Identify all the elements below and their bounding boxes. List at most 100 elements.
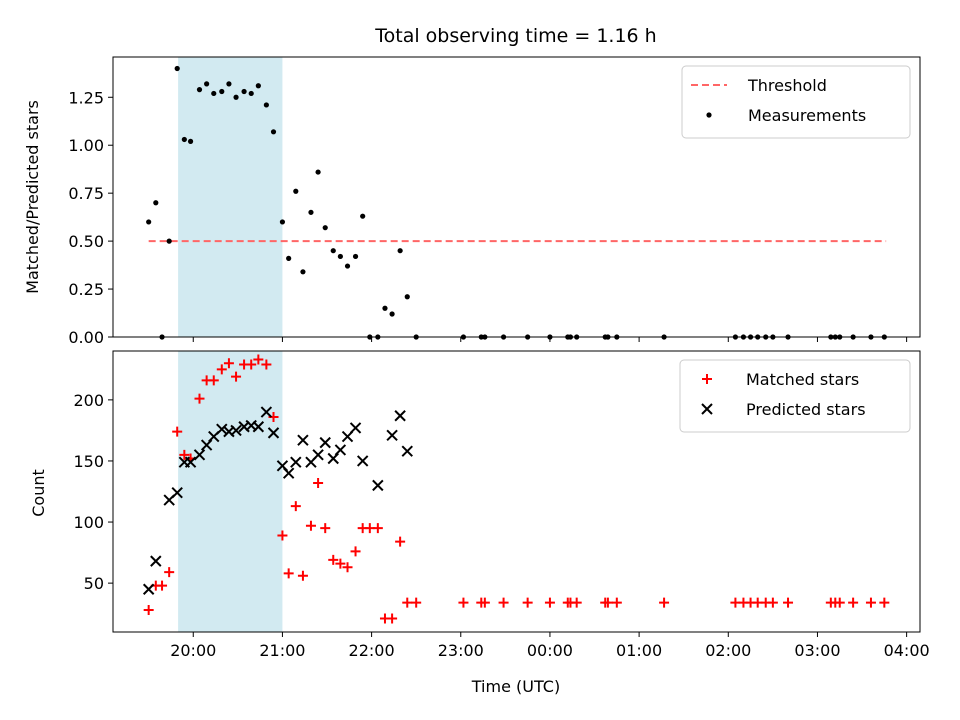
y-tick-label: 0.75 xyxy=(68,184,104,203)
data-point xyxy=(387,613,398,624)
data-point xyxy=(349,422,362,434)
data-point xyxy=(479,597,490,608)
data-point xyxy=(297,570,308,581)
data-point xyxy=(397,248,403,254)
data-point xyxy=(194,393,205,404)
data-point xyxy=(208,375,219,386)
x-tick-label: 20:00 xyxy=(170,641,216,660)
data-point xyxy=(216,364,227,375)
data-point xyxy=(282,467,295,479)
x-tick-label: 01:00 xyxy=(616,641,662,660)
data-point xyxy=(328,554,339,565)
data-point xyxy=(184,456,197,468)
data-point xyxy=(286,255,292,261)
data-point xyxy=(241,88,247,95)
x-tick-label: 02:00 xyxy=(705,641,751,660)
data-point xyxy=(834,597,845,608)
data-point xyxy=(865,597,876,608)
legend-marker xyxy=(706,112,712,118)
legend-marker xyxy=(701,403,713,415)
data-point xyxy=(330,248,336,254)
data-point xyxy=(350,546,361,557)
y-tick-label: 150 xyxy=(73,452,104,471)
legend: Matched stars Predicted stars xyxy=(679,359,911,433)
data-point xyxy=(611,597,622,608)
data-point xyxy=(293,188,299,194)
data-point xyxy=(322,225,328,231)
x-tick-label: 03:00 xyxy=(794,641,840,660)
x-tick-label: 21:00 xyxy=(259,641,305,660)
data-point xyxy=(297,434,309,446)
data-point xyxy=(394,410,406,422)
data-point xyxy=(389,311,395,317)
data-point xyxy=(312,449,324,461)
data-point xyxy=(263,102,269,108)
y-tick-label: 50 xyxy=(84,574,104,593)
y-tick-label: 1.25 xyxy=(68,88,104,107)
data-point xyxy=(204,81,210,87)
data-point xyxy=(153,200,159,206)
data-point xyxy=(187,138,194,144)
data-point xyxy=(255,83,261,89)
data-point xyxy=(290,501,301,512)
data-point xyxy=(290,456,302,468)
observing-span-highlight xyxy=(178,57,283,337)
x-axis-label: Time (UTC) xyxy=(471,677,560,696)
legend-box xyxy=(681,65,911,139)
data-point xyxy=(402,597,413,608)
data-point xyxy=(267,427,280,439)
data-point xyxy=(300,269,306,275)
data-point xyxy=(193,449,206,461)
data-point xyxy=(172,426,183,437)
data-point xyxy=(230,424,242,437)
x-tick-label: 22:00 xyxy=(349,641,395,660)
data-point xyxy=(337,253,343,260)
legend-box xyxy=(679,359,911,433)
bottom-y-axis-label: Count xyxy=(29,469,48,517)
data-point xyxy=(253,354,264,365)
data-point xyxy=(356,455,369,467)
y-tick-label: 0.25 xyxy=(68,280,104,299)
data-point xyxy=(248,90,254,97)
observing-span-highlight xyxy=(178,351,283,632)
data-point xyxy=(602,597,613,608)
axes-frame xyxy=(112,350,921,633)
data-point xyxy=(216,423,228,435)
data-point xyxy=(223,358,234,369)
legend: Threshold Measurements xyxy=(681,65,911,139)
series-measurements xyxy=(146,65,887,340)
x-tick-label: 23:00 xyxy=(438,641,484,660)
data-point xyxy=(171,487,183,499)
data-point xyxy=(211,90,217,97)
data-point xyxy=(848,597,859,608)
data-point xyxy=(252,421,265,433)
data-point xyxy=(411,597,422,608)
data-point xyxy=(395,536,406,547)
data-point xyxy=(401,445,413,457)
legend-label: Matched stars xyxy=(746,370,859,389)
data-point xyxy=(164,567,175,578)
data-point xyxy=(335,558,346,569)
data-point xyxy=(277,530,288,541)
data-point xyxy=(200,439,213,451)
data-point xyxy=(352,253,359,260)
data-point xyxy=(783,597,794,608)
data-point xyxy=(146,219,152,225)
data-point xyxy=(458,597,469,608)
chart-title: Total observing time = 1.16 h xyxy=(374,25,656,47)
data-point xyxy=(571,597,582,608)
data-point xyxy=(150,555,162,567)
data-point xyxy=(382,305,388,311)
count-panel: 20:00 21:00 22:00 23:00 00:00 01:00 02:00 03:00… xyxy=(73,350,930,660)
data-point xyxy=(498,597,509,608)
data-point xyxy=(179,449,190,460)
data-point xyxy=(315,169,321,175)
data-point xyxy=(334,444,347,456)
data-point xyxy=(196,87,203,93)
data-point xyxy=(879,597,890,608)
axes-frame xyxy=(112,56,921,338)
data-point xyxy=(659,597,670,608)
data-point xyxy=(319,436,331,449)
data-point xyxy=(157,580,168,591)
